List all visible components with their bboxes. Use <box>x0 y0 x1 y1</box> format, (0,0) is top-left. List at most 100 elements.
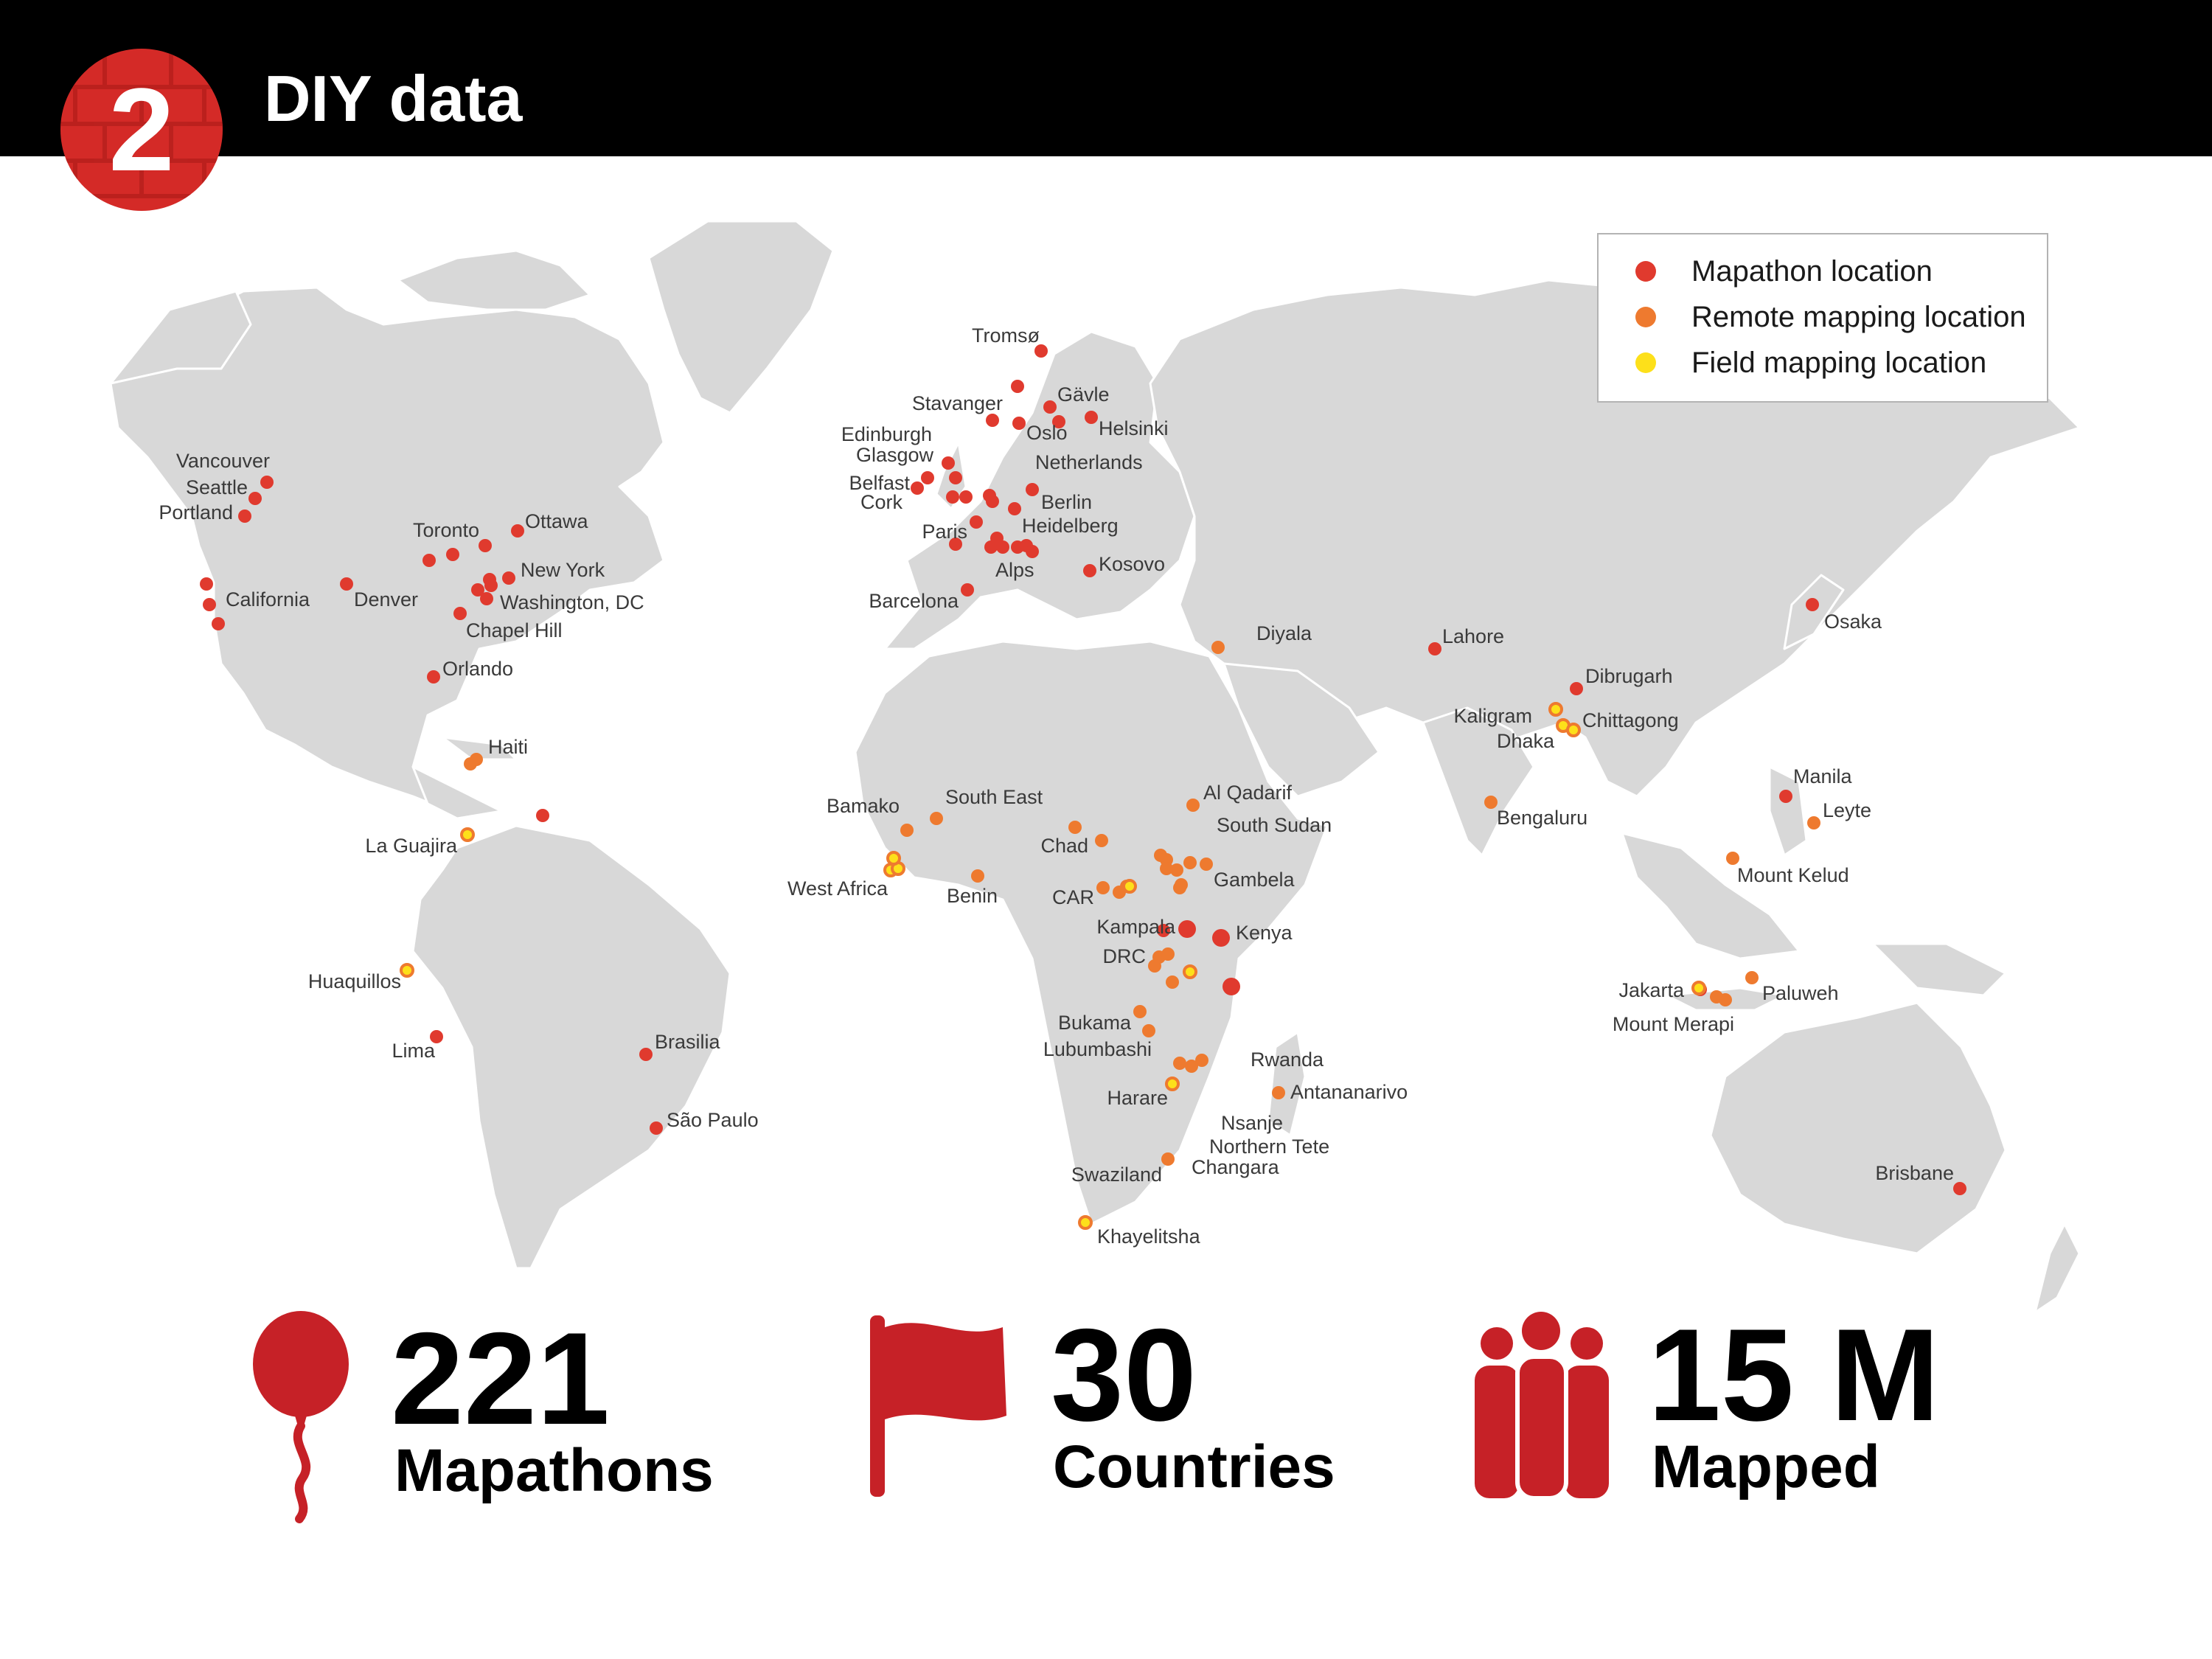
location-label: Al Qadarif <box>1203 782 1293 804</box>
legend-item-field: Field mapping location <box>1599 342 2041 383</box>
india-landmass <box>1422 706 1535 857</box>
location-label: Brisbane <box>1875 1162 1954 1184</box>
mapathon-marker <box>984 540 998 554</box>
stat-label-mapathons: Mapathons <box>394 1437 714 1504</box>
location-label: Brasilia <box>655 1031 721 1053</box>
location-label: Belfast <box>849 472 910 494</box>
section-number-badge: 2 <box>60 49 223 211</box>
location-label: Antananarivo <box>1290 1081 1408 1103</box>
mapathon-marker <box>1222 978 1240 995</box>
location-label: Osaka <box>1824 611 1882 633</box>
location-label: DRC <box>1103 945 1147 967</box>
location-label: Mount Kelud <box>1737 864 1849 886</box>
mapathon-marker <box>1953 1182 1966 1195</box>
page-title: DIY data <box>264 62 523 135</box>
location-label: Bukama <box>1058 1012 1132 1034</box>
remote-dot-icon <box>1635 307 1656 327</box>
location-label: Paris <box>922 521 967 543</box>
mapathon-marker <box>511 524 524 538</box>
mapathon-marker <box>1157 924 1170 937</box>
location-label: Gambela <box>1214 869 1295 891</box>
mapathon-marker <box>1779 790 1792 803</box>
location-label: Dibrugarh <box>1585 665 1673 687</box>
brick-pattern-icon <box>60 49 223 198</box>
location-label: Chittagong <box>1582 709 1679 731</box>
section-number: 2 <box>108 63 175 195</box>
arabia-landmass <box>1222 662 1380 798</box>
location-label: Toronto <box>413 519 479 541</box>
location-label: Khayelitsha <box>1097 1225 1201 1248</box>
balloon-icon <box>253 1311 349 1523</box>
remote-mapping-marker <box>1096 881 1110 894</box>
remote-mapping-marker <box>971 869 984 883</box>
location-markers <box>200 344 1966 1230</box>
location-label: Tromsø <box>972 324 1040 347</box>
location-label: Benin <box>947 885 998 907</box>
south-america-landmass <box>411 824 731 1270</box>
mapathon-marker <box>484 579 498 592</box>
location-label: Northern Tete <box>1209 1135 1329 1158</box>
mapathon-marker <box>480 592 493 605</box>
mapathon-marker <box>1085 411 1098 424</box>
mapathon-marker <box>946 490 959 504</box>
land-masses <box>109 220 2081 1314</box>
legend-item-remote: Remote mapping location <box>1599 296 2041 338</box>
mapathon-marker <box>650 1121 663 1135</box>
field-mapping-marker <box>1078 1215 1093 1230</box>
mapathon-marker <box>479 539 492 552</box>
field-mapping-marker <box>400 963 414 978</box>
location-label: Manila <box>1793 765 1853 787</box>
remote-mapping-marker <box>1154 849 1167 862</box>
remote-mapping-marker <box>1200 858 1213 871</box>
mapathon-marker <box>453 607 467 620</box>
location-label: Denver <box>354 588 418 611</box>
location-label: Kampala <box>1096 916 1176 938</box>
location-label: Rwanda <box>1251 1048 1324 1071</box>
location-label: Oslo <box>1026 422 1068 444</box>
mapathon-marker <box>949 538 962 551</box>
location-label: Dhaka <box>1497 730 1555 752</box>
southeast-asia-islands-landmass <box>1621 832 1801 960</box>
new-zealand-landmass <box>2034 1222 2081 1314</box>
location-label: Chapel Hill <box>466 619 563 641</box>
remote-mapping-marker <box>1160 862 1173 875</box>
remote-mapping-marker <box>470 753 483 766</box>
location-label: Orlando <box>442 658 513 680</box>
stat-value-mapathons: 221 <box>391 1305 610 1452</box>
remote-mapping-marker <box>1726 852 1739 865</box>
mapathon-marker <box>1011 380 1024 393</box>
location-label: Swaziland <box>1071 1164 1162 1186</box>
mapathon-marker <box>212 617 225 630</box>
location-label: Huaquillos <box>308 970 401 992</box>
location-label: Lubumbashi <box>1043 1038 1152 1060</box>
location-label: CAR <box>1052 886 1094 908</box>
remote-mapping-marker <box>1173 1057 1186 1070</box>
mapathon-marker <box>942 456 955 470</box>
location-label: Netherlands <box>1035 451 1143 473</box>
location-label: Edinburgh <box>841 423 932 445</box>
remote-mapping-marker <box>1068 821 1082 834</box>
flag-icon <box>870 1315 1006 1497</box>
location-label: Heidelberg <box>1022 515 1119 537</box>
location-label: Kosovo <box>1099 553 1165 575</box>
mapathon-marker <box>911 481 924 495</box>
remote-mapping-marker <box>1484 796 1498 809</box>
stat-value-mapped: 15 M <box>1648 1301 1940 1448</box>
remote-mapping-marker <box>1745 971 1759 984</box>
field-mapping-marker <box>1691 981 1706 995</box>
greenland-landmass <box>647 220 835 414</box>
location-label: Kenya <box>1236 922 1293 944</box>
remote-mapping-marker <box>1142 1024 1155 1037</box>
remote-mapping-marker <box>1807 816 1820 830</box>
stat-value-countries: 30 <box>1051 1301 1197 1448</box>
mapathon-marker <box>422 554 436 567</box>
location-label: Alps <box>995 559 1034 581</box>
location-label: Glasgow <box>856 444 934 466</box>
mapathon-marker <box>921 471 934 484</box>
mapathon-marker <box>536 809 549 822</box>
location-label: Nsanje <box>1221 1112 1283 1134</box>
mapathon-marker <box>996 540 1009 554</box>
mapathon-marker <box>1034 344 1048 358</box>
central-america-landmass <box>411 765 503 820</box>
location-label: Harare <box>1107 1087 1168 1109</box>
